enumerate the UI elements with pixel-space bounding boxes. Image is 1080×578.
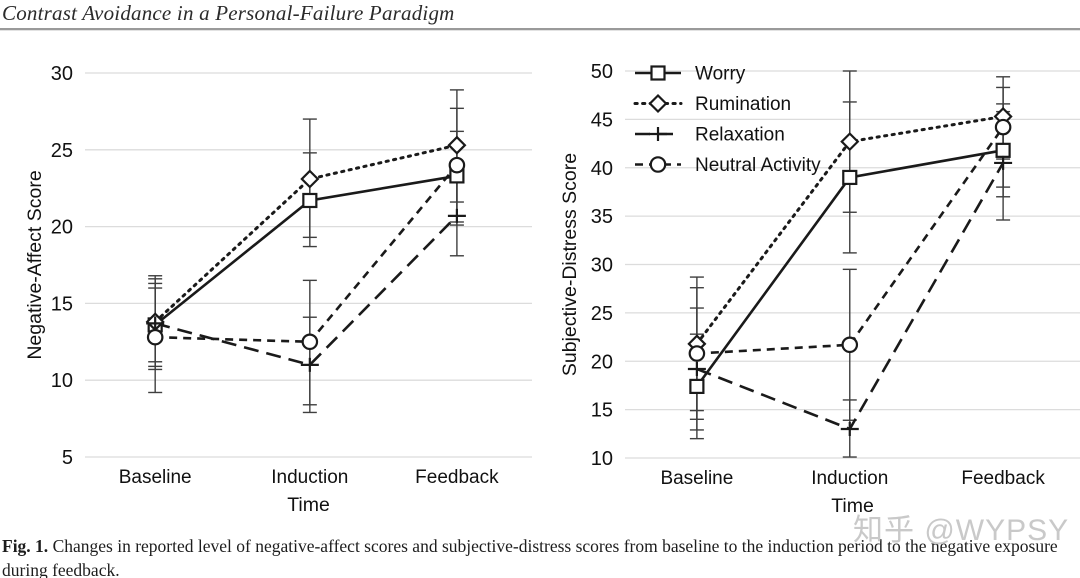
- x-axis-title: Time: [831, 495, 874, 515]
- svg-text:25: 25: [51, 140, 73, 162]
- legend-label: Rumination: [695, 94, 791, 115]
- caption-text: Changes in reported level of negative-af…: [2, 536, 1058, 578]
- svg-text:15: 15: [51, 293, 73, 315]
- markers-diamond: [145, 135, 467, 332]
- grid: [85, 72, 532, 458]
- svg-text:45: 45: [591, 109, 613, 131]
- legend: Worry Rumination Relaxation Neutral Activit…: [633, 64, 821, 176]
- y-axis-title: Negative-Affect Score: [25, 170, 46, 359]
- series-rumination: [153, 143, 459, 324]
- y-axis-tick-labels: 5 10 15 20 25 30: [51, 63, 73, 469]
- figure-caption: Fig. 1. Changes in reported level of neg…: [2, 534, 1079, 578]
- legend-label: Worry: [695, 64, 746, 85]
- subjective-distress-chart: 10 15 20 25 30 35 40 45 50 Subjective-Distress Sc…: [560, 61, 1080, 515]
- svg-text:30: 30: [591, 255, 613, 277]
- svg-text:40: 40: [591, 158, 613, 180]
- markers-plus: [687, 155, 1013, 436]
- y-axis-tick-labels: 10 15 20 25 30 35 40 45 50: [591, 61, 613, 470]
- svg-text:25: 25: [591, 303, 613, 325]
- svg-text:20: 20: [591, 351, 613, 373]
- legend-label: Relaxation: [695, 125, 785, 146]
- series-relaxation: [154, 214, 458, 367]
- svg-text:5: 5: [62, 447, 73, 469]
- markers-circle: [688, 118, 1012, 362]
- markers-square: [689, 142, 1011, 395]
- svg-text:Induction: Induction: [271, 467, 348, 488]
- markers-plus: [146, 208, 466, 372]
- svg-text:50: 50: [591, 61, 613, 83]
- svg-text:15: 15: [591, 400, 613, 422]
- negative-affect-chart: 5 10 15 20 25 30 Negative-Affect Score Baseline…: [25, 63, 532, 515]
- svg-text:Baseline: Baseline: [660, 468, 733, 489]
- markers-circle: [146, 156, 466, 351]
- x-axis-tick-labels: Baseline Induction Feedback: [119, 467, 499, 488]
- legend-label: Neutral Activity: [695, 155, 821, 176]
- svg-text:Induction: Induction: [811, 468, 888, 489]
- svg-text:Feedback: Feedback: [415, 467, 499, 488]
- caption-label: Fig. 1.: [2, 536, 49, 556]
- markers-square: [147, 168, 465, 333]
- svg-text:10: 10: [591, 448, 613, 470]
- svg-text:30: 30: [51, 63, 73, 85]
- x-axis-title: Time: [287, 494, 330, 515]
- svg-text:Baseline: Baseline: [119, 467, 192, 488]
- watermark: 知乎 @WYPSY: [853, 514, 1070, 547]
- header-rule: [0, 28, 1080, 31]
- y-axis-title: Subjective-Distress Score: [560, 153, 581, 376]
- x-axis-tick-labels: Baseline Induction Feedback: [660, 468, 1045, 489]
- svg-text:35: 35: [591, 206, 613, 228]
- svg-text:10: 10: [51, 370, 73, 392]
- figure-panel: 5 10 15 20 25 30 Negative-Affect Score Baseline…: [0, 40, 1080, 515]
- svg-text:Feedback: Feedback: [961, 468, 1045, 489]
- page-title: Contrast Avoidance in a Personal-Failure…: [2, 1, 455, 25]
- series-neutral-activity: [155, 164, 458, 344]
- svg-text:20: 20: [51, 217, 73, 239]
